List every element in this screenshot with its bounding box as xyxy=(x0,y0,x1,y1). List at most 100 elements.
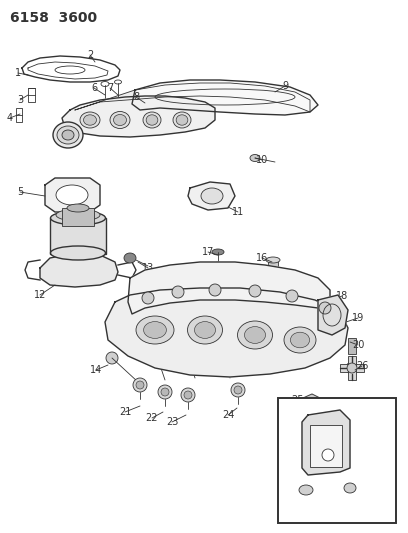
Text: 6158  3600: 6158 3600 xyxy=(10,11,97,25)
Ellipse shape xyxy=(62,130,74,140)
Circle shape xyxy=(106,352,118,364)
Text: 11: 11 xyxy=(232,207,244,217)
Text: 18: 18 xyxy=(336,291,348,301)
Circle shape xyxy=(209,284,221,296)
Ellipse shape xyxy=(51,211,106,225)
Ellipse shape xyxy=(144,321,166,338)
Ellipse shape xyxy=(195,321,215,338)
Text: 15: 15 xyxy=(142,273,154,283)
Text: 14: 14 xyxy=(90,365,102,375)
Bar xyxy=(348,338,356,354)
Circle shape xyxy=(181,388,195,402)
Text: 9: 9 xyxy=(282,81,288,91)
Circle shape xyxy=(347,363,357,373)
Ellipse shape xyxy=(51,246,106,260)
Text: 7: 7 xyxy=(107,83,113,93)
Text: 16: 16 xyxy=(256,253,268,263)
Circle shape xyxy=(319,302,331,314)
Ellipse shape xyxy=(173,112,191,128)
Bar xyxy=(310,425,342,467)
Bar xyxy=(348,356,356,380)
Polygon shape xyxy=(302,394,320,408)
Text: 3: 3 xyxy=(17,95,23,105)
Circle shape xyxy=(234,386,242,394)
Circle shape xyxy=(158,385,172,399)
Ellipse shape xyxy=(143,112,161,128)
Ellipse shape xyxy=(56,185,88,205)
Text: 12: 12 xyxy=(34,290,46,300)
Ellipse shape xyxy=(290,332,310,348)
Polygon shape xyxy=(302,410,350,475)
Circle shape xyxy=(346,362,358,374)
Text: 28: 28 xyxy=(280,483,292,493)
Bar xyxy=(28,88,35,102)
Ellipse shape xyxy=(244,327,266,343)
Polygon shape xyxy=(75,83,310,112)
Circle shape xyxy=(184,391,192,399)
Ellipse shape xyxy=(67,204,89,212)
Ellipse shape xyxy=(110,111,130,128)
Ellipse shape xyxy=(80,112,100,128)
Text: 1: 1 xyxy=(15,68,21,78)
Text: 4: 4 xyxy=(7,113,13,123)
Bar xyxy=(340,364,364,372)
Ellipse shape xyxy=(136,316,174,344)
Text: 27: 27 xyxy=(282,427,294,437)
Polygon shape xyxy=(318,295,348,335)
Ellipse shape xyxy=(299,485,313,495)
Ellipse shape xyxy=(57,126,79,144)
Circle shape xyxy=(142,292,154,304)
Circle shape xyxy=(136,381,144,389)
Bar xyxy=(268,260,278,278)
Ellipse shape xyxy=(266,257,280,263)
Ellipse shape xyxy=(344,483,356,493)
Text: 8: 8 xyxy=(133,92,139,102)
Ellipse shape xyxy=(284,327,316,353)
Ellipse shape xyxy=(212,249,224,255)
Polygon shape xyxy=(40,253,118,287)
Polygon shape xyxy=(128,262,330,314)
Text: 10: 10 xyxy=(256,155,268,165)
Circle shape xyxy=(154,272,166,284)
Circle shape xyxy=(249,285,261,297)
Circle shape xyxy=(133,378,147,392)
Ellipse shape xyxy=(124,253,136,263)
Text: 23: 23 xyxy=(166,417,178,427)
Ellipse shape xyxy=(176,115,188,125)
Text: 2: 2 xyxy=(87,50,93,60)
Polygon shape xyxy=(188,182,235,210)
Circle shape xyxy=(286,290,298,302)
Bar xyxy=(16,108,22,122)
Polygon shape xyxy=(62,96,215,137)
Bar xyxy=(278,398,396,523)
Polygon shape xyxy=(45,178,100,212)
Ellipse shape xyxy=(201,188,223,204)
Ellipse shape xyxy=(53,122,83,148)
Text: 22: 22 xyxy=(146,413,158,423)
Text: 13: 13 xyxy=(142,263,154,273)
Circle shape xyxy=(322,449,334,461)
Text: 24: 24 xyxy=(222,410,234,420)
Circle shape xyxy=(210,262,226,278)
Text: 21: 21 xyxy=(119,407,131,417)
Text: 26: 26 xyxy=(356,361,368,371)
Ellipse shape xyxy=(266,275,280,281)
Circle shape xyxy=(172,286,184,298)
Ellipse shape xyxy=(56,209,100,221)
Text: 6: 6 xyxy=(91,83,97,93)
Text: 19: 19 xyxy=(352,313,364,323)
Bar xyxy=(50,218,106,254)
Circle shape xyxy=(231,383,245,397)
Polygon shape xyxy=(132,80,318,115)
Ellipse shape xyxy=(250,155,260,161)
Ellipse shape xyxy=(237,321,273,349)
Ellipse shape xyxy=(146,115,158,125)
Ellipse shape xyxy=(188,316,222,344)
Circle shape xyxy=(161,388,169,396)
Text: 25: 25 xyxy=(292,395,304,405)
Text: 20: 20 xyxy=(352,340,364,350)
Text: 5: 5 xyxy=(17,187,23,197)
Text: 17: 17 xyxy=(202,247,214,257)
Ellipse shape xyxy=(113,115,126,126)
Ellipse shape xyxy=(84,115,97,125)
